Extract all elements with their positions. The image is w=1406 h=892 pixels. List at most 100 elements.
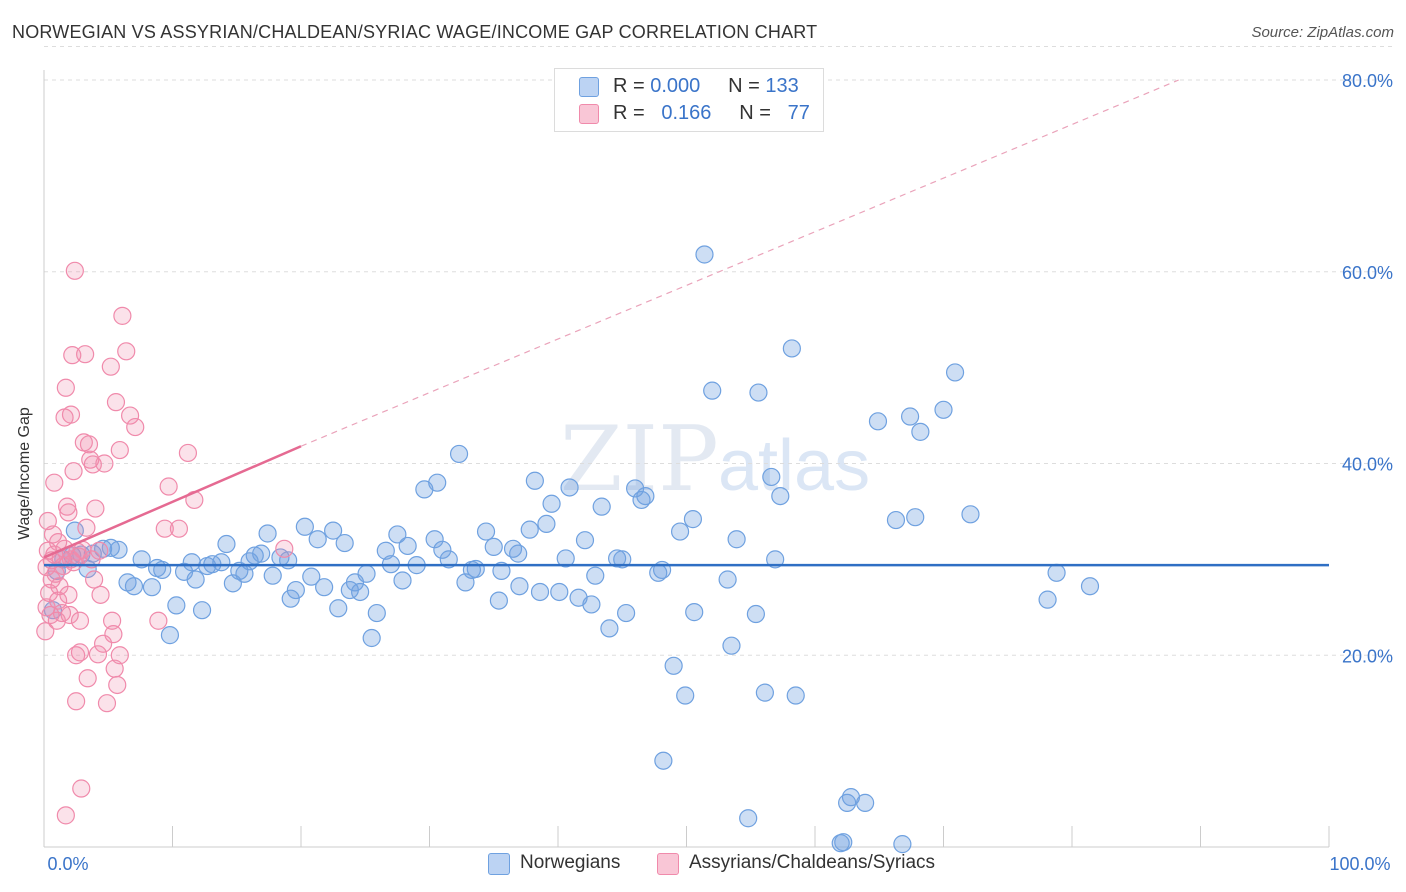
norwegian-point (625, 479, 645, 498)
norwegian-point (739, 809, 758, 828)
norwegian-point (762, 467, 781, 487)
assyrian-point (86, 499, 105, 518)
norwegians-legend-swatch (488, 853, 510, 875)
n-label: N = (739, 102, 777, 124)
norwegian-point (831, 834, 850, 853)
chart-title: NORWEGIAN VS ASSYRIAN/CHALDEAN/SYRIAC WA… (12, 22, 818, 42)
norwegian-point (263, 566, 282, 585)
n-value: 77 (787, 102, 810, 124)
watermark: ZIP (560, 407, 719, 512)
assyrian-point (110, 646, 129, 665)
assyrian-point (64, 553, 83, 572)
norwegian-point (186, 570, 205, 589)
norwegian-point (428, 473, 447, 492)
norwegian-point (722, 636, 741, 655)
norwegian-point (376, 541, 395, 560)
assyrian-point (36, 622, 55, 641)
norwegian-point (65, 521, 84, 540)
norwegian-point (510, 577, 529, 596)
norwegian-point (727, 530, 746, 549)
n-value: 133 (765, 75, 799, 97)
norwegian-point (718, 570, 737, 589)
assyrian-point (117, 342, 136, 361)
norwegian-point (771, 486, 790, 506)
norwegian-point (906, 508, 925, 527)
norwegian-point (782, 339, 801, 358)
assyrian-point (45, 473, 64, 492)
norwegian-point (520, 520, 539, 539)
norwegian-point (586, 566, 605, 585)
assyrian-point (81, 450, 100, 469)
norwegian-point (886, 510, 906, 530)
norwegian-point (132, 550, 151, 569)
norwegian-point (281, 589, 300, 608)
norwegian-point (1038, 590, 1057, 609)
norwegian-point (124, 577, 144, 596)
assyrian-point (65, 261, 84, 280)
assyrian-point (60, 605, 79, 625)
assyrian-point (78, 669, 97, 688)
norwegian-point (439, 550, 458, 569)
assyrian-point (88, 645, 108, 664)
norwegian-point (525, 471, 544, 490)
r-value: 0.000 (650, 75, 701, 97)
assyrian-point (95, 454, 114, 473)
assyrian-point (91, 585, 110, 604)
norwegian-point (433, 540, 452, 559)
assyrian-point (72, 779, 91, 798)
norwegian-point (608, 549, 627, 568)
assyrian-point (63, 346, 82, 365)
norwegian-point (351, 582, 370, 602)
assyrians-trend-line (43, 445, 302, 559)
norwegian-point (212, 553, 231, 572)
y-tick-label: 20.0% (1342, 646, 1393, 666)
norwegian-point (746, 604, 765, 624)
norwegian-point (685, 603, 704, 622)
assyrian-point (67, 692, 86, 711)
assyrian-point (64, 462, 83, 481)
norwegian-point (324, 521, 343, 540)
norwegian-point (466, 559, 485, 579)
norwegian-point (755, 683, 774, 702)
assyrian-point (101, 357, 120, 376)
norwegians-swatch (579, 77, 599, 97)
norwegian-point (308, 530, 327, 549)
norwegian-point (530, 582, 550, 602)
norwegian-point (613, 550, 632, 569)
watermark-suffix: atlas (718, 426, 870, 506)
assyrian-point (90, 541, 109, 560)
norwegian-point (676, 686, 695, 705)
norwegian-point (449, 444, 469, 464)
norwegian-point (683, 510, 703, 529)
assyrian-point (113, 306, 132, 325)
assyrian-point (126, 417, 145, 437)
assyrian-point (85, 570, 104, 589)
norwegian-point (575, 531, 595, 550)
assyrian-point (38, 511, 57, 531)
norwegian-point (695, 245, 714, 264)
norwegian-point (961, 505, 980, 524)
assyrian-point (155, 519, 174, 538)
norwegian-point (582, 595, 601, 614)
norwegian-point (560, 478, 579, 497)
norwegian-point (388, 525, 407, 544)
assyrian-point (70, 643, 90, 662)
correlation-legend: R = 0.000 N = 133 R = 0.166 N = 77 (554, 68, 824, 132)
assyrians-swatch (579, 104, 599, 124)
norwegian-point (1047, 563, 1066, 582)
assyrian-point (108, 675, 127, 695)
r-label: R = (613, 75, 651, 97)
norwegian-point (302, 567, 321, 586)
norwegian-point (934, 400, 953, 419)
norwegian-point (670, 522, 690, 541)
norwegian-point (258, 524, 277, 543)
norwegian-point (556, 549, 575, 568)
assyrians-legend-swatch (657, 853, 679, 875)
y-tick-label: 80.0% (1342, 71, 1393, 91)
legend-label: Norwegians (520, 852, 621, 873)
norwegian-point (542, 494, 561, 513)
legend-label: Assyrians/Chaldeans/Syriacs (689, 852, 936, 873)
norwegian-point (600, 619, 619, 638)
assyrian-point (178, 443, 198, 463)
